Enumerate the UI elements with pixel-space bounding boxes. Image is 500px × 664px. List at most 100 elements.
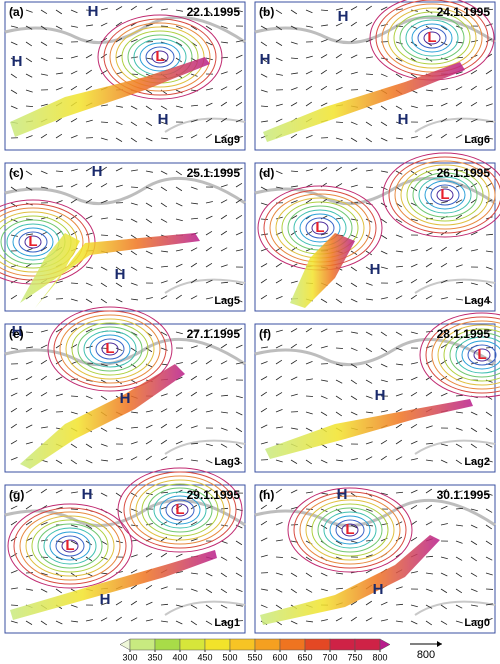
map-panel: H H H L (b) 24.1.1995 Lag6 [254,0,496,151]
wind-vector [10,347,18,350]
wind-vector [25,346,33,349]
wind-vector [425,521,433,526]
high-pressure-label: H [88,3,99,20]
wind-vector [275,359,283,365]
wind-vector [235,524,243,529]
wind-vector [305,524,313,528]
wind-vector [220,71,228,75]
wind-vector [365,22,373,27]
wind-vector [55,459,63,464]
pressure-contour [293,491,407,569]
wind-vector [100,395,108,401]
wind-vector [335,395,343,401]
panel-date: 27.1.1995 [187,327,241,341]
wind-vector [175,263,183,268]
wind-vector [70,168,78,172]
pressure-contour [123,471,237,549]
wind-vector [100,217,108,220]
wind-vector [175,504,183,510]
wind-vector [425,262,433,268]
wind-vector [335,411,343,417]
wind-vector [130,105,138,110]
wind-vector [410,504,418,510]
wind-vector [275,296,283,300]
pressure-contour [19,511,121,581]
wind-vector [10,25,18,29]
jet-streak [20,364,185,469]
wind-vector [380,347,388,353]
coastline [164,439,246,455]
wind-vector [395,186,403,192]
wind-vector [100,572,108,575]
wind-vector [160,186,168,192]
panel-date: 30.1.1995 [437,488,491,502]
wind-vector [205,41,213,46]
wind-vector [395,137,403,140]
wind-vector [130,492,138,497]
wind-vector [85,328,93,333]
colorbar-tick-label: 500 [222,652,237,662]
wind-vector [425,620,433,626]
wind-vector [335,22,343,27]
wind-vector [205,488,213,494]
pressure-contour [405,19,459,57]
wind-vector [380,410,388,413]
wind-vector [40,9,48,15]
wind-vector [175,41,183,46]
wind-vector [145,137,153,142]
wind-vector [380,492,388,496]
wind-vector [130,5,138,11]
wind-vector [160,121,168,125]
wind-vector [305,459,313,465]
colorbar-segment [354,638,381,651]
wind-vector [100,104,108,107]
wind-vector [25,57,33,63]
pressure-contour [59,314,161,384]
wind-vector [395,265,404,268]
wind-vector [55,25,63,30]
colorbar-segment [304,638,331,651]
wind-vector [70,298,78,302]
map-panel: H L (f) 28.1.1995 Lag2 [254,312,500,473]
wind-vector [305,572,313,578]
wind-vector [410,249,418,252]
wind-vector [440,133,448,139]
wind-vector [290,328,298,333]
wind-vector [455,620,463,624]
wind-vector [335,540,343,545]
wind-vector [260,105,269,107]
wind-vector [145,619,153,622]
wind-vector [320,619,328,622]
wind-vector [145,89,153,94]
wind-vector [10,89,18,94]
wind-vector [100,266,108,271]
wind-vector [220,134,228,139]
wind-vector [320,69,328,75]
pressure-contour [139,42,181,72]
wind-vector [395,491,404,494]
panel-lag: Lag4 [464,295,491,307]
wind-vector [275,426,283,429]
high-pressure-label: H [337,486,348,503]
wind-vector [455,524,463,527]
wind-vector [175,458,183,461]
wind-vector [175,553,183,558]
wind-vector [205,133,213,139]
coastline [414,600,496,616]
wind-vector [115,234,123,239]
panel-label: (d) [259,166,274,180]
wind-vector [275,41,283,46]
wind-vector [425,604,433,609]
wind-vector [395,331,403,336]
wind-vector [85,198,93,204]
pressure-contour [323,511,377,549]
wind-vector [410,136,418,139]
wind-vector [70,378,78,381]
pressure-contour [18,231,48,253]
wind-vector [410,489,418,494]
wind-vector [320,328,328,333]
panel-lag: Lag5 [214,295,240,307]
wind-vector [275,459,283,463]
wind-vector [365,282,373,286]
